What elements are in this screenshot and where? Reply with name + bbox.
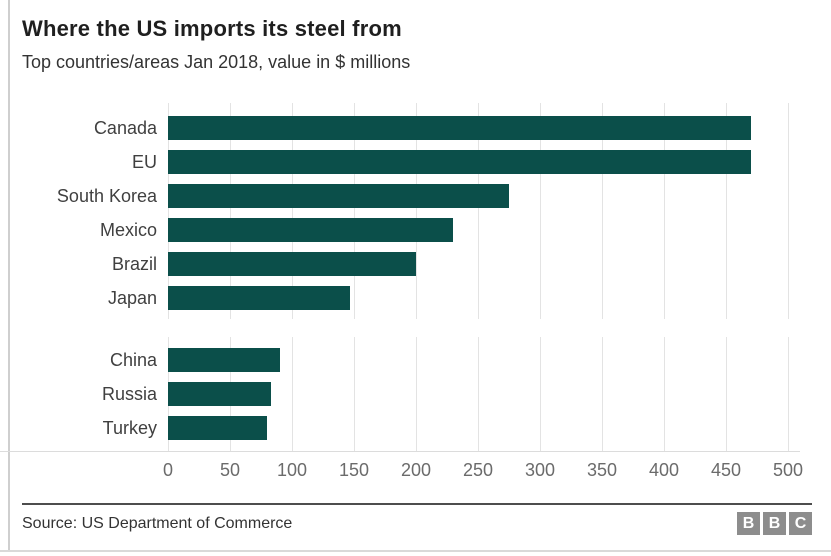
bar-russia — [168, 382, 271, 406]
bar-row: Mexico — [0, 213, 800, 247]
category-label: EU — [131, 151, 157, 172]
x-tick-label: 300 — [524, 460, 556, 480]
bar-track — [168, 382, 800, 406]
chart-footer: Source: US Department of Commerce B B C — [0, 503, 831, 535]
bbc-logo: B B C — [734, 512, 812, 535]
bar-track — [168, 252, 800, 276]
bbc-logo-block-b1: B — [737, 512, 760, 535]
category-label: Canada — [93, 117, 157, 138]
bar-japan — [168, 286, 350, 310]
bar-row: Brazil — [0, 247, 800, 281]
category-label: Turkey — [102, 417, 157, 438]
category-label: South Korea — [56, 185, 157, 206]
bar-china — [168, 348, 280, 372]
x-tick-label: 200 — [400, 460, 432, 480]
bar-group-lower-importers: China Russia Turkey — [0, 337, 800, 452]
bar-track — [168, 116, 800, 140]
category-label: Mexico — [99, 219, 157, 240]
group-separator — [0, 319, 800, 337]
screenshot-left-edge — [8, 0, 10, 550]
x-tick-label: 150 — [338, 460, 370, 480]
category-label: Japan — [107, 287, 157, 308]
bar-row: Turkey — [0, 411, 800, 445]
bar-eu — [168, 150, 751, 174]
bar-turkey — [168, 416, 267, 440]
x-tick-label: 250 — [462, 460, 494, 480]
category-label: China — [109, 349, 157, 370]
bar-group-top-importers: Canada EU South Korea Mexico Brazil Japan — [0, 103, 800, 319]
chart-title: Where the US imports its steel from — [22, 16, 402, 41]
x-tick-label: 0 — [162, 460, 174, 480]
x-tick-label: 450 — [710, 460, 742, 480]
bar-track — [168, 416, 800, 440]
bar-row: China — [0, 343, 800, 377]
bar-brazil — [168, 252, 416, 276]
x-tick-label: 50 — [219, 460, 241, 480]
bar-south-korea — [168, 184, 509, 208]
chart-header: Where the US imports its steel from Top … — [0, 0, 831, 73]
bar-track — [168, 218, 800, 242]
bar-canada — [168, 116, 751, 140]
bar-track — [168, 348, 800, 372]
bbc-logo-block-b2: B — [763, 512, 786, 535]
bar-row: South Korea — [0, 179, 800, 213]
screenshot-bottom-edge — [0, 550, 831, 552]
x-axis: 0 50 100 150 200 250 300 350 400 450 500 — [0, 458, 804, 486]
x-tick-label: 500 — [772, 460, 804, 480]
bar-mexico — [168, 218, 453, 242]
x-tick-label: 100 — [276, 460, 308, 480]
x-tick-label: 400 — [648, 460, 680, 480]
bbc-logo-block-c: C — [789, 512, 812, 535]
chart-subtitle: Top countries/areas Jan 2018, value in $… — [22, 52, 411, 72]
footer-divider — [22, 503, 812, 505]
source-label: Source: US Department of Commerce — [22, 514, 293, 532]
bar-track — [168, 184, 800, 208]
horizontal-bar-chart: Canada EU South Korea Mexico Brazil Japan Chi… — [0, 103, 804, 486]
category-label: Brazil — [111, 253, 157, 274]
bar-track — [168, 150, 800, 174]
bar-row: Russia — [0, 377, 800, 411]
category-label: Russia — [101, 383, 157, 404]
x-tick-label: 350 — [586, 460, 618, 480]
bar-row: Japan — [0, 281, 800, 315]
bar-row: Canada — [0, 111, 800, 145]
bar-track — [168, 286, 800, 310]
bar-row: EU — [0, 145, 800, 179]
